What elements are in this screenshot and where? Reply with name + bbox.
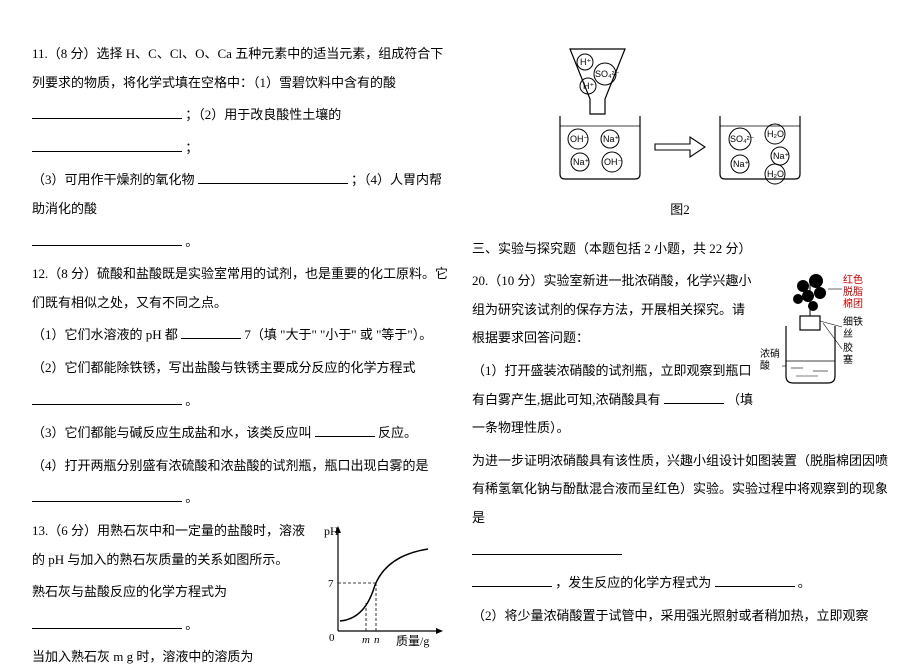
ion-h2o2: H₂O bbox=[767, 169, 784, 179]
label-acid-2: 酸 bbox=[760, 359, 770, 372]
label-stopper-2: 塞 bbox=[843, 353, 853, 366]
q20-p1d-text: ，发生反应的化学方程式为 bbox=[555, 575, 711, 590]
q12-p2a: （2）它们都能除铁锈，写出盐酸与铁锈主要成分反应的化学方程式 bbox=[32, 360, 416, 375]
q11-line5: 。 bbox=[32, 228, 448, 257]
ion-na3: Na⁺ bbox=[773, 151, 790, 161]
q12-intro: 12.（8 分）硫酸和盐酸既是实验室常用的试剂，也是重要的化工原料。它们既有相似… bbox=[32, 260, 448, 317]
blank bbox=[32, 488, 182, 502]
q11-prefix: 11.（8 分）选择 H、C、Cl、O、Ca 五种元素中的适当元素，组成符合下列… bbox=[32, 46, 443, 90]
blank bbox=[32, 391, 182, 405]
q20-p1d: ，发生反应的化学方程式为 。 bbox=[472, 569, 888, 598]
ion-na4: Na⁺ bbox=[733, 159, 750, 169]
ylabel: pH bbox=[324, 524, 339, 538]
blank bbox=[32, 105, 182, 119]
q13-period: 。 bbox=[185, 617, 198, 632]
q11-part3: ； bbox=[185, 140, 198, 155]
blank bbox=[715, 573, 795, 587]
label-acid-1: 浓硝 bbox=[760, 347, 780, 360]
q12-p2: （2）它们都能除铁锈，写出盐酸与铁锈主要成分反应的化学方程式 bbox=[32, 354, 448, 383]
q12-p3a: （3）它们都能与碱反应生成盐和水，该类反应叫 bbox=[32, 425, 312, 440]
xtick-m: m bbox=[362, 634, 370, 646]
ph-chart: pH 7 0 m n 质量/g bbox=[318, 521, 448, 651]
q12-p3: （3）它们都能与碱反应生成盐和水，该类反应叫 反应。 bbox=[32, 419, 448, 448]
blank bbox=[32, 232, 182, 246]
ion-so4-2: SO₄²⁻ bbox=[730, 134, 755, 144]
label-stopper-1: 胶 bbox=[843, 341, 853, 354]
q20-p1e: 。 bbox=[798, 575, 811, 590]
ion-diagram: H⁺ SO₄²⁻ H⁺ OH⁻ Na⁺ Na⁺ OH⁻ SO₄²⁻ H₂O bbox=[472, 44, 888, 225]
label-cotton-3: 棉团 bbox=[843, 297, 863, 310]
right-column: H⁺ SO₄²⁻ H⁺ OH⁻ Na⁺ Na⁺ OH⁻ SO₄²⁻ H₂O bbox=[460, 40, 900, 631]
q11-line2: ；（2）用于改良酸性土壤的 bbox=[32, 101, 448, 130]
blank bbox=[472, 573, 552, 587]
q12-p4b: 。 bbox=[185, 490, 198, 505]
q12-p3b: 反应。 bbox=[378, 425, 417, 440]
q12-p4: （4）打开两瓶分别盛有浓硫酸和浓盐酸的试剂瓶，瓶口出现白雾的是 bbox=[32, 452, 448, 481]
blank bbox=[472, 541, 622, 555]
diagram-label: 图2 bbox=[472, 196, 888, 225]
origin: 0 bbox=[329, 632, 335, 644]
q20-p1c: 为进一步证明浓硝酸具有该性质，兴趣小组设计如图装置（脱脂棉团因喷有稀氢氧化钠与酚… bbox=[472, 447, 888, 533]
q11-part2: ；（2）用于改良酸性土壤的 bbox=[185, 107, 341, 122]
section-3-title: 三、实验与探究题（本题包括 2 小题，共 22 分） bbox=[472, 235, 888, 264]
q12-p2b: 。 bbox=[185, 393, 198, 408]
ion-oh2: OH⁻ bbox=[604, 157, 623, 167]
xtick-n: n bbox=[374, 634, 380, 646]
blank bbox=[32, 615, 182, 629]
ion-h2: H⁺ bbox=[583, 81, 594, 91]
ytick7: 7 bbox=[328, 578, 334, 590]
blank bbox=[198, 170, 348, 184]
label-wire-1: 细铁 bbox=[843, 315, 863, 328]
ion-oh: OH⁻ bbox=[570, 134, 589, 144]
q20-p1c-blank bbox=[472, 537, 888, 566]
label-cotton-1: 红色 bbox=[843, 273, 863, 286]
label-wire-2: 丝 bbox=[843, 328, 853, 340]
q11-part4: （3）可用作干燥剂的氧化物 bbox=[32, 172, 195, 187]
q12-p1: （1）它们水溶液的 pH 都 7（填 "大于" "小于" 或 "等于"）。 bbox=[32, 321, 448, 350]
q12-p1a: （1）它们水溶液的 pH 都 bbox=[32, 327, 178, 342]
q11-part6: 。 bbox=[185, 234, 198, 249]
q12-p1b: 7（填 "大于" "小于" 或 "等于"）。 bbox=[244, 327, 432, 342]
q12-p4a: （4）打开两瓶分别盛有浓硫酸和浓盐酸的试剂瓶，瓶口出现白雾的是 bbox=[32, 458, 429, 473]
ion-so4: SO₄²⁻ bbox=[595, 69, 620, 79]
blank bbox=[664, 390, 724, 404]
blank bbox=[181, 325, 241, 339]
q12-p2-blank: 。 bbox=[32, 387, 448, 416]
left-column: 11.（8 分）选择 H、C、Cl、O、Ca 五种元素中的适当元素，组成符合下列… bbox=[20, 40, 460, 631]
ion-h2o: H₂O bbox=[767, 129, 784, 139]
blank bbox=[315, 423, 375, 437]
q11-line3: ； bbox=[32, 134, 448, 163]
blank bbox=[32, 138, 182, 152]
q11-line4: （3）可用作干燥剂的氧化物 ；（4）人胃内帮助消化的酸 bbox=[32, 166, 448, 223]
ion-na: Na⁺ bbox=[603, 134, 620, 144]
question-11: 11.（8 分）选择 H、C、Cl、O、Ca 五种元素中的适当元素，组成符合下列… bbox=[32, 40, 448, 97]
ion-na2: Na⁺ bbox=[573, 157, 590, 167]
xlabel: 质量/g bbox=[396, 634, 429, 648]
label-cotton-2: 脱脂 bbox=[843, 285, 863, 298]
q20-p2: （2）将少量浓硝酸置于试管中，采用强光照射或者稍加热，立即观察 bbox=[472, 602, 888, 631]
experiment-diagram: 红色 脱脂 棉团 细铁 丝 胶 塞 浓硝 酸 bbox=[758, 271, 888, 407]
ion-h: H⁺ bbox=[580, 57, 591, 67]
q12-p4-blank: 。 bbox=[32, 484, 448, 513]
